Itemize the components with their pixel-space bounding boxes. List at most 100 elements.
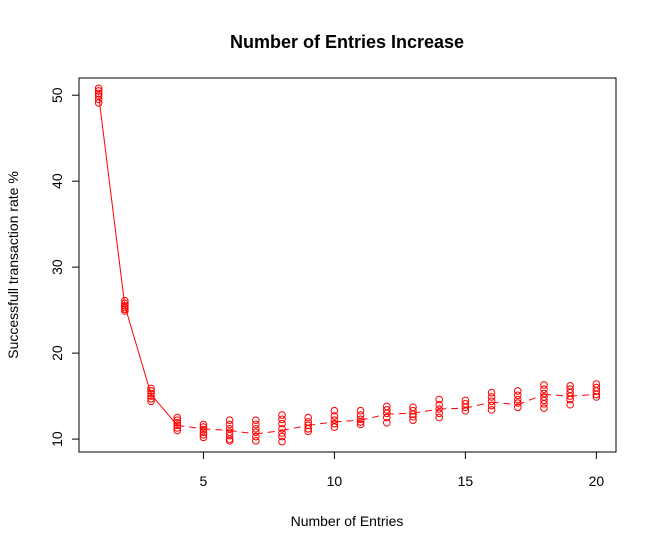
data-point xyxy=(252,432,260,441)
data-point xyxy=(199,431,208,439)
data-point xyxy=(252,428,260,437)
data-point xyxy=(252,416,260,424)
data-point xyxy=(513,395,522,404)
data-point xyxy=(330,423,339,431)
data-point xyxy=(487,388,496,397)
data-point xyxy=(356,415,365,424)
data-point xyxy=(487,393,496,401)
data-point xyxy=(252,424,260,433)
data-point xyxy=(199,428,208,437)
x-tick-label: 5 xyxy=(200,473,208,489)
data-point xyxy=(225,431,234,440)
data-point xyxy=(513,399,522,407)
data-point xyxy=(304,427,313,436)
x-tick-label: 20 xyxy=(589,473,605,489)
data-point xyxy=(173,418,182,427)
series-line-segment xyxy=(229,430,256,435)
data-point xyxy=(330,406,339,415)
data-point xyxy=(566,400,574,409)
data-point xyxy=(592,393,601,401)
data-point xyxy=(278,411,286,419)
series-line-segment xyxy=(177,424,204,430)
data-point xyxy=(147,387,155,395)
series-line-segment xyxy=(517,393,545,406)
chart-title: Number of Entries Increase xyxy=(230,32,464,52)
data-point xyxy=(540,385,548,394)
plot-frame xyxy=(78,77,617,453)
data-point xyxy=(94,99,103,107)
x-tick-label: 10 xyxy=(327,473,343,489)
data-point xyxy=(121,307,129,315)
data-point xyxy=(278,432,286,441)
data-point xyxy=(435,395,443,404)
data-point xyxy=(173,421,182,430)
series-line-segment xyxy=(465,401,492,409)
series-line-segment xyxy=(570,393,597,397)
data-marks xyxy=(94,84,601,446)
data-point xyxy=(278,424,286,433)
axes: 5 10 15 20 10 20 30 40 50 xyxy=(49,87,604,489)
data-point xyxy=(173,416,182,424)
data-point xyxy=(592,390,601,399)
data-point xyxy=(356,406,365,415)
y-tick-label: 20 xyxy=(49,345,65,361)
data-point xyxy=(382,406,391,414)
data-point xyxy=(409,410,417,418)
data-point xyxy=(330,419,339,428)
data-point xyxy=(540,381,548,389)
series-line-segment xyxy=(334,419,361,423)
data-point xyxy=(409,412,417,421)
data-point xyxy=(566,395,574,404)
data-point xyxy=(513,387,522,395)
data-point xyxy=(382,409,391,418)
data-point xyxy=(252,437,260,445)
data-point xyxy=(278,419,286,428)
data-point xyxy=(435,413,443,422)
data-point xyxy=(382,418,391,427)
series-line-segment xyxy=(412,408,440,414)
data-point xyxy=(461,403,470,412)
data-point xyxy=(121,299,129,308)
series-line-segment xyxy=(281,424,309,431)
data-point xyxy=(304,424,313,433)
data-point xyxy=(225,420,234,429)
data-point xyxy=(435,409,443,418)
data-point xyxy=(199,433,208,442)
series-line-segment xyxy=(543,393,571,397)
data-point xyxy=(513,403,522,412)
data-point xyxy=(199,423,208,431)
data-point xyxy=(173,413,182,422)
data-point xyxy=(540,404,548,412)
data-point xyxy=(435,400,443,409)
data-point xyxy=(304,421,313,430)
data-point xyxy=(592,387,601,395)
series-line-segment xyxy=(491,401,518,406)
y-tick-label: 10 xyxy=(49,431,65,447)
y-axis-label: Successfull transaction rate % xyxy=(5,171,21,359)
data-point xyxy=(540,400,548,408)
series-line-segment xyxy=(439,407,466,410)
data-point xyxy=(94,95,103,104)
data-point xyxy=(356,420,365,429)
data-point xyxy=(409,406,417,415)
y-tick-label: 40 xyxy=(49,173,65,189)
data-point xyxy=(147,394,155,403)
data-point xyxy=(147,397,155,406)
data-point xyxy=(278,429,286,437)
data-point xyxy=(147,389,155,398)
data-point xyxy=(487,397,496,406)
y-tick-label: 50 xyxy=(49,87,65,103)
series-line-segment xyxy=(386,412,414,415)
series-line-segment xyxy=(255,430,283,435)
data-point xyxy=(252,420,260,429)
data-point xyxy=(356,418,365,426)
data-point xyxy=(278,415,286,424)
data-point xyxy=(513,391,522,400)
data-point xyxy=(199,425,208,434)
y-tick-label: 30 xyxy=(49,259,65,275)
data-point xyxy=(225,416,234,424)
data-point xyxy=(409,416,417,424)
x-axis-label: Number of Entries xyxy=(291,513,404,529)
series-line-segment xyxy=(124,305,152,395)
